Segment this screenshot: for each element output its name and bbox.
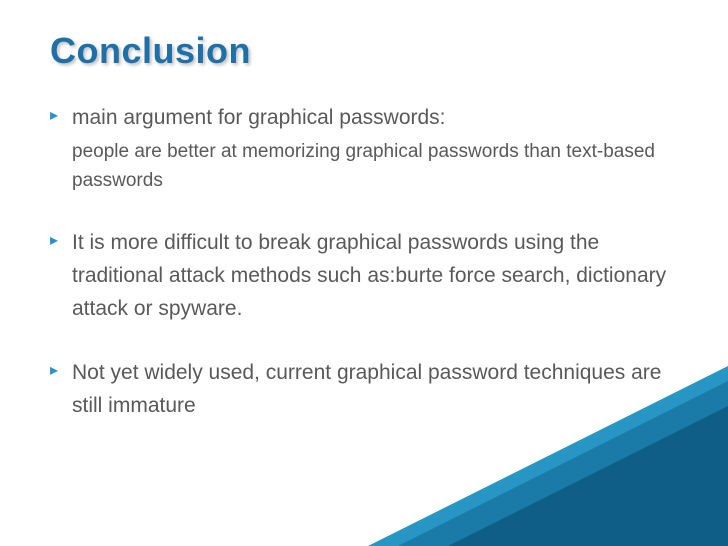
slide-title: Conclusion (50, 30, 678, 72)
bullet-item: It is more difficult to break graphical … (50, 227, 678, 325)
bullet-main-text: It is more difficult to break graphical … (72, 231, 666, 319)
bullet-main-text: main argument for graphical passwords: (72, 106, 446, 129)
bullet-sub-text: people are better at memorizing graphica… (72, 137, 678, 196)
decorative-triangle-inner (448, 406, 728, 546)
bullet-item: main argument for graphical passwords: p… (50, 102, 678, 195)
slide-container: Conclusion main argument for graphical p… (0, 0, 728, 546)
